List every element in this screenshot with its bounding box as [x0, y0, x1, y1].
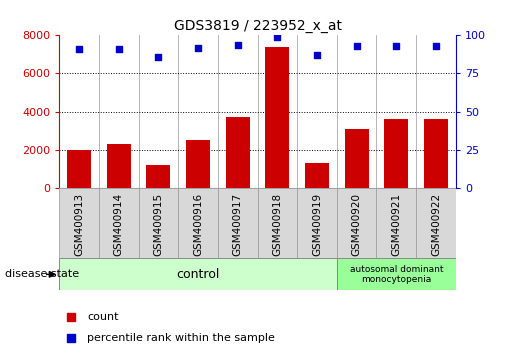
Text: autosomal dominant
monocytopenia: autosomal dominant monocytopenia: [350, 265, 443, 284]
Bar: [345, 129, 369, 188]
Bar: [337, 258, 456, 290]
Point: [67, 335, 75, 341]
Bar: [416, 188, 456, 258]
Point: [313, 52, 321, 58]
Bar: [265, 47, 289, 188]
Bar: [337, 188, 376, 258]
Text: GSM400920: GSM400920: [352, 193, 362, 256]
Bar: [384, 119, 408, 188]
Text: disease state: disease state: [5, 269, 79, 279]
Text: GSM400922: GSM400922: [431, 193, 441, 256]
Point: [194, 45, 202, 50]
Point: [67, 314, 75, 320]
Point: [432, 43, 440, 49]
Text: GSM400916: GSM400916: [193, 193, 203, 256]
Title: GDS3819 / 223952_x_at: GDS3819 / 223952_x_at: [174, 19, 341, 33]
Text: control: control: [176, 268, 220, 281]
Text: percentile rank within the sample: percentile rank within the sample: [87, 332, 275, 343]
Bar: [107, 144, 131, 188]
Bar: [226, 117, 250, 188]
Bar: [59, 188, 99, 258]
Point: [75, 46, 83, 52]
Point: [273, 34, 281, 40]
Bar: [376, 188, 416, 258]
Bar: [178, 188, 218, 258]
Text: GSM400918: GSM400918: [272, 193, 282, 256]
Text: count: count: [87, 312, 118, 322]
Bar: [67, 149, 91, 188]
Bar: [186, 140, 210, 188]
Bar: [305, 163, 329, 188]
Text: GSM400917: GSM400917: [233, 193, 243, 256]
Text: GSM400915: GSM400915: [153, 193, 163, 256]
Point: [352, 43, 360, 49]
Bar: [59, 258, 337, 290]
Bar: [297, 188, 337, 258]
Bar: [424, 119, 448, 188]
Point: [233, 42, 242, 47]
Point: [154, 54, 162, 59]
Bar: [218, 188, 258, 258]
Bar: [99, 188, 139, 258]
Point: [392, 43, 401, 49]
Text: GSM400914: GSM400914: [114, 193, 124, 256]
Text: GSM400919: GSM400919: [312, 193, 322, 256]
Bar: [258, 188, 297, 258]
Text: GSM400913: GSM400913: [74, 193, 84, 256]
Bar: [146, 165, 170, 188]
Text: GSM400921: GSM400921: [391, 193, 401, 256]
Bar: [139, 188, 178, 258]
Point: [114, 46, 123, 52]
